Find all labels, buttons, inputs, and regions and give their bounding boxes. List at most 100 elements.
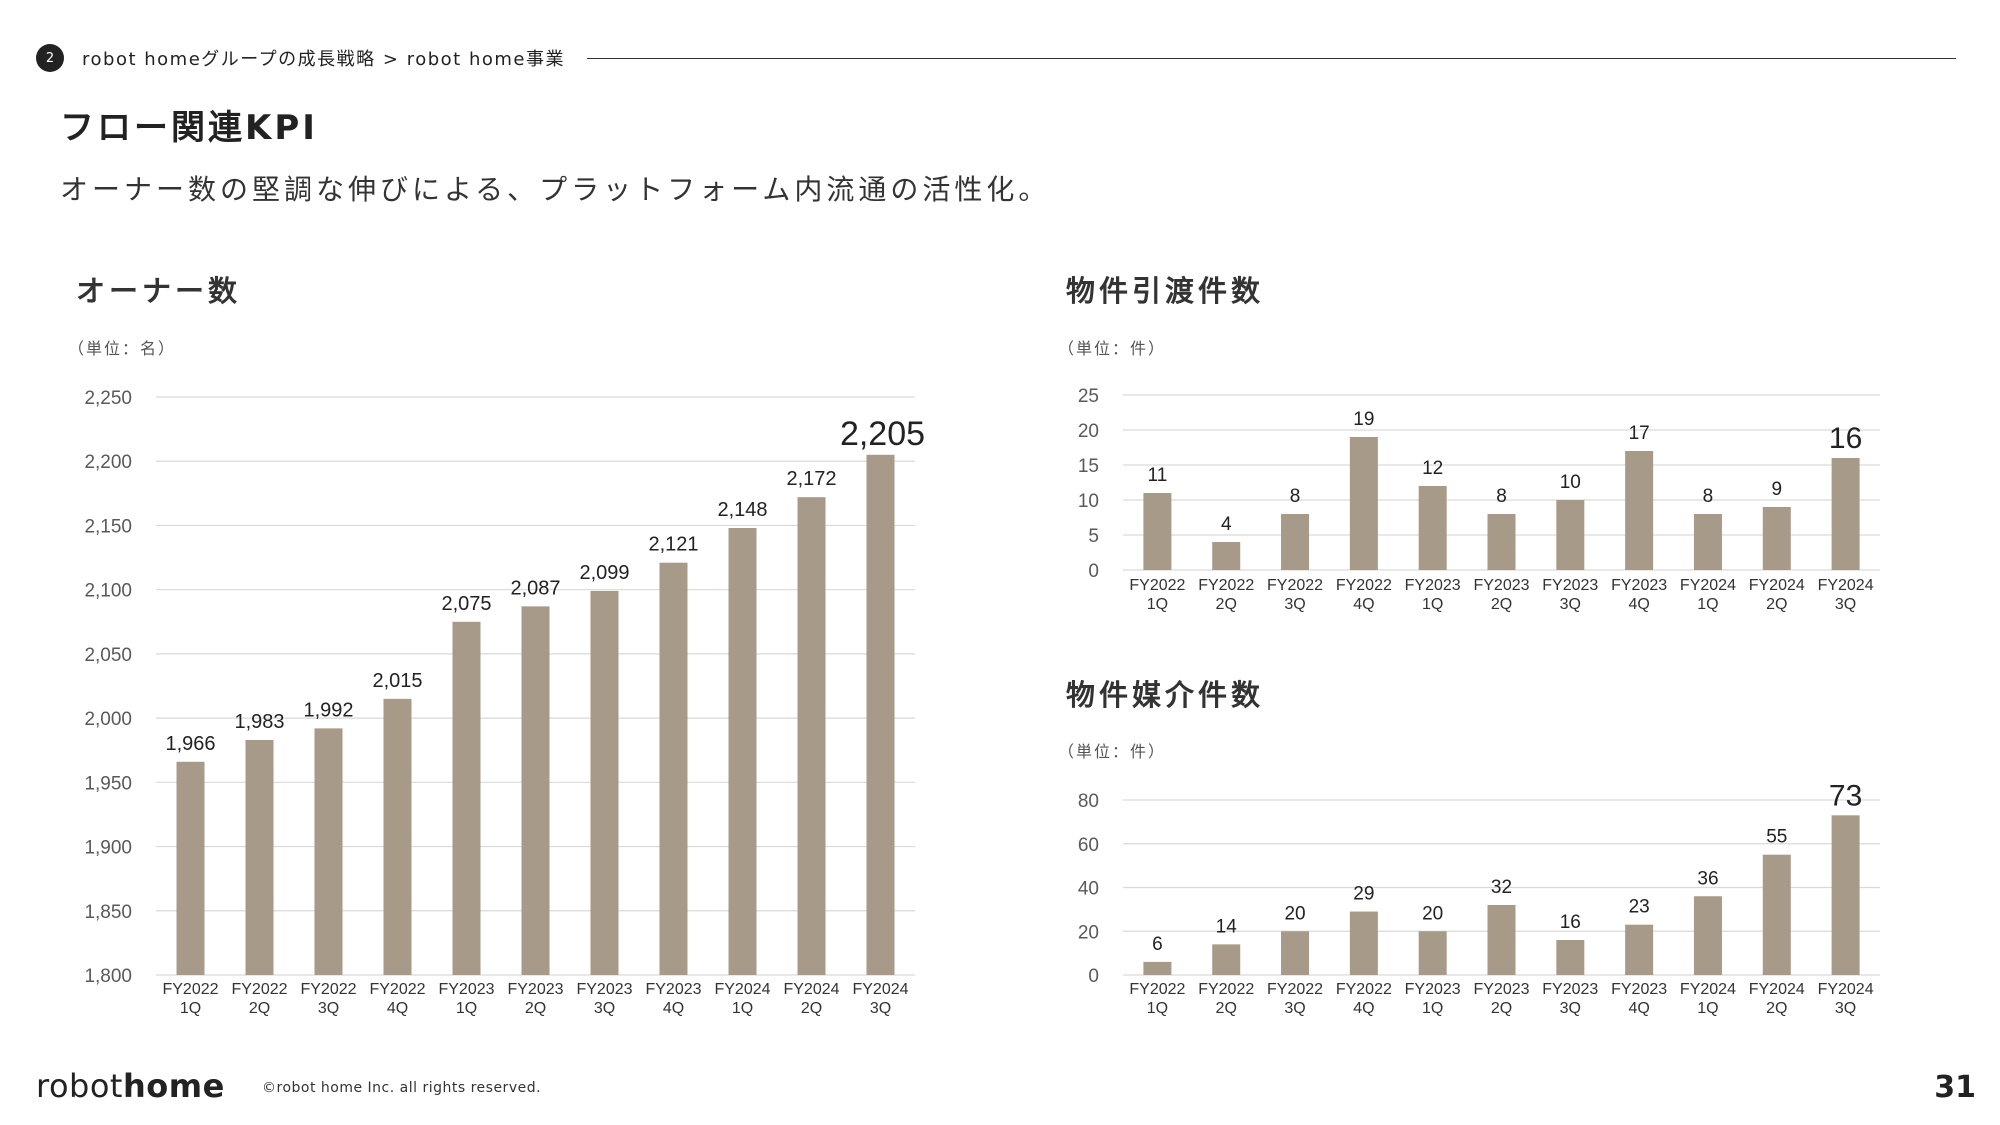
deliveries-data-label: 10: [1560, 472, 1581, 493]
brokerage-data-label: 32: [1491, 877, 1512, 898]
deliveries-bar: [1212, 542, 1241, 570]
brokerage-bar: [1831, 815, 1860, 975]
deliveries-data-label: 16: [1829, 422, 1862, 455]
owners-x-tick-sublabel: 4Q: [387, 1000, 408, 1017]
owners-x-tick-sublabel: 3Q: [870, 1000, 891, 1017]
deliveries-x-tick-sublabel: 4Q: [1628, 596, 1649, 613]
brokerage-x-tick-label: FY2023: [1473, 981, 1529, 998]
brokerage-x-tick-sublabel: 2Q: [1216, 1000, 1237, 1017]
brokerage-data-label: 20: [1284, 903, 1305, 924]
brokerage-x-tick-sublabel: 4Q: [1353, 1000, 1374, 1017]
brokerage-chart-title: 物件媒介件数: [1066, 678, 1265, 712]
brokerage-bar: [1762, 854, 1791, 975]
owners-y-tick-label: 1,950: [84, 773, 132, 794]
deliveries-x-tick-label: FY2024: [1749, 577, 1805, 594]
owners-y-tick-label: 1,800: [84, 966, 132, 987]
breadcrumb: robot homeグループの成長戦略 > robot home事業: [82, 49, 565, 70]
deliveries-y-tick-label: 0: [1088, 561, 1099, 582]
deliveries-x-tick-label: FY2023: [1473, 577, 1529, 594]
deliveries-data-label: 8: [1703, 486, 1714, 507]
brokerage-x-tick-label: FY2022: [1198, 981, 1254, 998]
brokerage-y-tick-label: 40: [1078, 879, 1099, 900]
owners-x-tick-label: FY2023: [438, 981, 494, 998]
page-number: 31: [1934, 1070, 1976, 1105]
deliveries-bar: [1487, 514, 1516, 570]
owners-bar: [659, 562, 688, 975]
deliveries-x-tick-sublabel: 1Q: [1697, 596, 1718, 613]
owners-x-tick-label: FY2023: [576, 981, 632, 998]
owners-bar: [314, 728, 343, 975]
deliveries-x-tick-label: FY2024: [1818, 577, 1874, 594]
brokerage-data-label: 36: [1697, 868, 1718, 889]
brokerage-x-tick-sublabel: 4Q: [1628, 1000, 1649, 1017]
deliveries-bar: [1418, 486, 1447, 570]
owners-chart-unit: （単位：名）: [68, 339, 177, 358]
owners-data-label: 2,087: [510, 577, 560, 599]
owners-x-tick-sublabel: 2Q: [525, 1000, 546, 1017]
header-divider: [586, 57, 1956, 59]
brokerage-x-tick-sublabel: 3Q: [1560, 1000, 1581, 1017]
owners-y-tick-label: 1,850: [84, 902, 132, 923]
brokerage-x-tick-label: FY2022: [1336, 981, 1392, 998]
owners-x-tick-label: FY2024: [852, 981, 908, 998]
owners-y-tick-label: 2,000: [84, 709, 132, 730]
brokerage-bar: [1693, 896, 1722, 975]
deliveries-data-label: 17: [1629, 423, 1650, 444]
brokerage-x-tick-sublabel: 3Q: [1284, 1000, 1305, 1017]
deliveries-bar: [1143, 493, 1172, 570]
deliveries-bar: [1625, 451, 1654, 570]
brokerage-data-label: 23: [1629, 897, 1650, 918]
deliveries-x-tick-label: FY2024: [1680, 577, 1736, 594]
owners-bar: [797, 497, 826, 975]
deliveries-x-tick-sublabel: 1Q: [1422, 596, 1443, 613]
brokerage-x-tick-label: FY2023: [1405, 981, 1461, 998]
owners-bar: [590, 590, 619, 975]
brokerage-x-tick-sublabel: 1Q: [1422, 1000, 1443, 1017]
owners-x-tick-sublabel: 1Q: [732, 1000, 753, 1017]
brokerage-x-tick-label: FY2024: [1818, 981, 1874, 998]
owners-x-tick-sublabel: 4Q: [663, 1000, 684, 1017]
owners-data-label: 2,172: [786, 468, 836, 490]
owners-y-tick-label: 2,250: [84, 388, 132, 409]
owners-bar: [521, 606, 550, 975]
owners-bar: [176, 761, 205, 975]
brokerage-y-tick-label: 0: [1088, 966, 1099, 987]
deliveries-x-tick-sublabel: 1Q: [1147, 596, 1168, 613]
deliveries-y-tick-label: 15: [1078, 456, 1099, 477]
brokerage-y-tick-label: 60: [1078, 835, 1099, 856]
brokerage-y-tick-label: 80: [1078, 791, 1099, 812]
deliveries-x-tick-label: FY2022: [1267, 577, 1323, 594]
owners-bar: [866, 454, 895, 975]
brokerage-y-tick-label: 20: [1078, 922, 1099, 943]
brokerage-x-tick-label: FY2022: [1267, 981, 1323, 998]
brokerage-bar: [1349, 911, 1378, 975]
deliveries-x-tick-sublabel: 2Q: [1766, 596, 1787, 613]
section-number-badge: 2: [36, 44, 64, 72]
brokerage-x-tick-sublabel: 1Q: [1147, 1000, 1168, 1017]
deliveries-x-tick-sublabel: 3Q: [1284, 596, 1305, 613]
deliveries-data-label: 11: [1148, 465, 1168, 486]
owners-y-tick-label: 2,100: [84, 581, 132, 602]
owners-data-label: 1,983: [234, 711, 284, 733]
brokerage-data-label: 73: [1829, 779, 1862, 812]
deliveries-x-tick-label: FY2023: [1542, 577, 1598, 594]
brokerage-data-label: 20: [1422, 903, 1443, 924]
brokerage-data-label: 29: [1353, 884, 1374, 905]
owners-x-tick-label: FY2023: [645, 981, 701, 998]
owners-data-label: 2,148: [717, 499, 767, 521]
owners-y-tick-label: 1,900: [84, 838, 132, 859]
page-title: フロー関連KPI: [60, 108, 318, 148]
brokerage-chart-unit: （単位：件）: [1058, 742, 1167, 761]
owners-data-label: 2,099: [579, 562, 629, 584]
owners-data-label: 2,205: [840, 415, 925, 453]
deliveries-bar: [1831, 458, 1860, 570]
brokerage-bar: [1143, 961, 1172, 975]
brokerage-x-tick-sublabel: 2Q: [1766, 1000, 1787, 1017]
owners-x-tick-label: FY2024: [714, 981, 770, 998]
brokerage-x-tick-label: FY2024: [1680, 981, 1736, 998]
owners-data-label: 2,015: [372, 670, 422, 692]
deliveries-x-tick-sublabel: 2Q: [1216, 596, 1237, 613]
deliveries-bar: [1556, 500, 1585, 570]
owners-chart-title: オーナー数: [76, 274, 242, 308]
deliveries-chart-title: 物件引渡件数: [1066, 274, 1265, 308]
